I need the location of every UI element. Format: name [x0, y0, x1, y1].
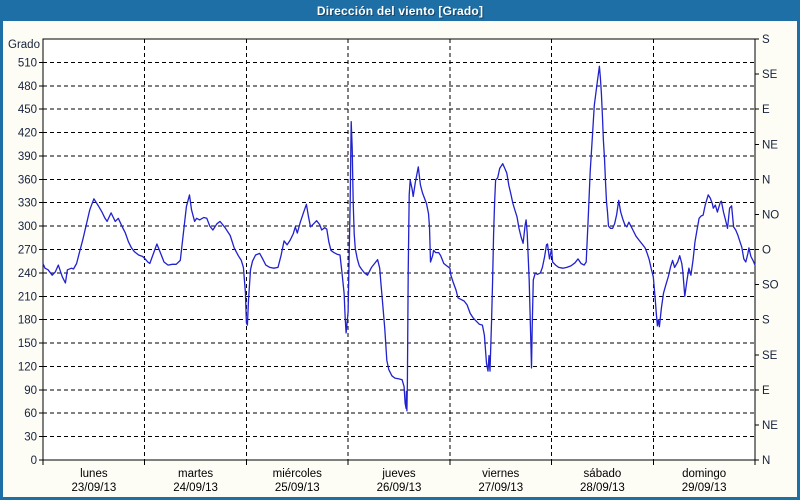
day-name-label: domingo	[682, 468, 726, 480]
y-tick-label: 240	[18, 268, 37, 280]
day-date-label: 23/09/13	[71, 482, 116, 494]
day-name-label: lunes	[80, 468, 108, 480]
y-tick-label: 120	[18, 361, 37, 373]
y-tick-label: 390	[18, 151, 37, 163]
page-title: Dirección del viento [Grado]	[316, 4, 484, 18]
y-tick-label: 0	[31, 455, 37, 467]
wind-direction-line	[42, 65, 756, 412]
chart-area: Grado 0 30 60 90 120 150 180 210 240 270 300 330 360 3…	[3, 21, 797, 497]
y-tick-label: 330	[18, 198, 37, 210]
compass-tick-label: SE	[762, 69, 778, 81]
day-name-label: sábado	[584, 468, 622, 480]
compass-tick-label: S	[762, 34, 770, 46]
y-axis-left: Grado 0 30 60 90 120 150 180 210 240 270 300 330 360 3…	[8, 39, 43, 467]
y-tick-label: 210	[18, 291, 37, 303]
day-name-label: viernes	[482, 468, 519, 480]
y-tick-label: 150	[18, 338, 37, 350]
day-date-label: 24/09/13	[173, 482, 218, 494]
x-axis: lunes 23/09/13 martes 24/09/13 miércoles 25/0…	[42, 460, 756, 494]
day-date-label: 26/09/13	[377, 482, 422, 494]
compass-tick-label: E	[762, 385, 770, 397]
y-tick-label: 300	[18, 221, 37, 233]
y-tick-label: 270	[18, 245, 37, 257]
day-date-label: 25/09/13	[275, 482, 320, 494]
wind-direction-chart: Grado 0 30 60 90 120 150 180 210 240 270 300 330 360 3…	[8, 34, 779, 494]
y-tick-label: 60	[24, 408, 37, 420]
compass-tick-label: N	[762, 174, 770, 186]
y-tick-label: 360	[18, 174, 37, 186]
day-name-label: jueves	[381, 468, 415, 480]
day-name-label: miércoles	[273, 468, 322, 480]
compass-tick-label: E	[762, 104, 770, 116]
y-tick-label: 420	[18, 128, 37, 140]
compass-tick-label: NO	[762, 209, 779, 221]
gridlines	[43, 39, 755, 460]
compass-tick-label: NE	[762, 139, 778, 151]
compass-tick-label: S	[762, 315, 770, 327]
y-tick-label: 180	[18, 315, 37, 327]
y-tick-label: 90	[24, 385, 37, 397]
compass-tick-label: NE	[762, 420, 778, 432]
y-tick-label: 450	[18, 104, 37, 116]
day-name-label: martes	[178, 468, 213, 480]
compass-tick-label: SO	[762, 280, 779, 292]
day-date-label: 27/09/13	[478, 482, 523, 494]
y-axis-right: N NE E SE S SO O NO N NE E SE S	[755, 34, 779, 467]
compass-tick-label: SE	[762, 350, 778, 362]
compass-tick-label: O	[762, 245, 771, 257]
day-date-label: 28/09/13	[580, 482, 625, 494]
window-title-bar: Dirección del viento [Grado]	[0, 0, 800, 21]
compass-tick-label: N	[762, 455, 770, 467]
y-tick-label: 480	[18, 81, 37, 93]
y-tick-label: 30	[24, 432, 37, 444]
day-date-label: 29/09/13	[682, 482, 727, 494]
y-tick-label: 510	[18, 57, 37, 69]
plot-background	[43, 39, 755, 460]
y-axis-left-title: Grado	[8, 39, 40, 51]
